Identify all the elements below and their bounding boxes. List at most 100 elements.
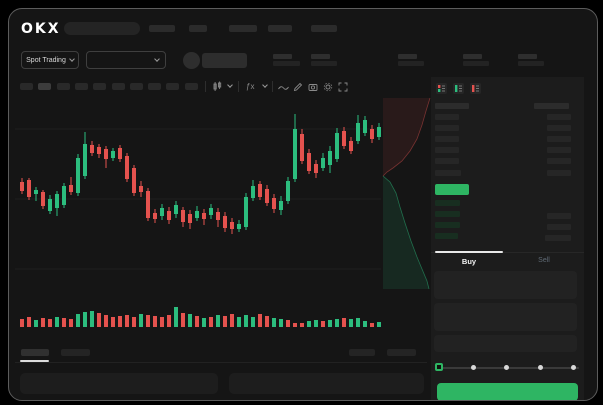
ask-price[interactable]	[435, 125, 459, 131]
tab-sell[interactable]: Sell	[538, 257, 550, 264]
bid-price[interactable]	[435, 200, 460, 206]
bid-price[interactable]	[435, 211, 460, 217]
timeframe-button[interactable]	[130, 83, 143, 90]
ask-price[interactable]	[435, 170, 461, 176]
orders-list-placeholder[interactable]	[229, 373, 424, 394]
candle-body	[251, 186, 255, 198]
timeframe-button[interactable]	[148, 83, 161, 90]
candle-body	[69, 185, 73, 192]
slider-step-dot[interactable]	[471, 365, 476, 370]
orders-list-placeholder[interactable]	[20, 373, 218, 394]
volume-bar	[216, 315, 220, 327]
candle-body	[104, 149, 108, 159]
ask-price[interactable]	[435, 147, 459, 153]
volume-bar	[90, 311, 94, 327]
slider-step-dot[interactable]	[538, 365, 543, 370]
nav-item-placeholder[interactable]	[229, 25, 257, 32]
ask-price[interactable]	[435, 158, 459, 164]
bottom-action-placeholder[interactable]	[387, 349, 416, 356]
timeframe-button[interactable]	[93, 83, 106, 90]
timeframe-button[interactable]	[75, 83, 88, 90]
pair-name-placeholder[interactable]	[202, 53, 247, 68]
nav-item-placeholder[interactable]	[189, 25, 207, 32]
buy-button[interactable]	[437, 383, 578, 400]
volume-bar	[321, 321, 325, 327]
candle-body	[321, 158, 325, 168]
total-input[interactable]	[434, 335, 577, 352]
ask-size[interactable]	[547, 125, 571, 131]
ask-size[interactable]	[547, 147, 571, 153]
ask-size[interactable]	[547, 114, 571, 120]
candlestick-chart[interactable]	[8, 8, 598, 401]
volume-bar	[83, 312, 87, 327]
candle-body	[125, 156, 129, 179]
nav-item-placeholder[interactable]	[149, 25, 175, 32]
price-input[interactable]	[434, 271, 577, 299]
bottom-tab[interactable]	[61, 349, 90, 356]
orderbook-header-size[interactable]	[534, 103, 569, 109]
draw-pencil-icon[interactable]	[293, 82, 303, 92]
ask-price[interactable]	[435, 114, 459, 120]
okx-logo[interactable]: OKX	[21, 21, 61, 37]
ticker-stat-label	[518, 54, 537, 59]
bid-size[interactable]	[545, 235, 571, 241]
ask-size[interactable]	[547, 170, 571, 176]
candle-style-icon[interactable]	[212, 81, 223, 92]
volume-bar	[356, 318, 360, 327]
volume-bar	[76, 314, 80, 327]
settings-gear-icon[interactable]	[323, 82, 333, 92]
volume-bar	[293, 323, 297, 327]
bid-price[interactable]	[435, 233, 458, 239]
nav-item-placeholder[interactable]	[268, 25, 292, 32]
volume-bar	[335, 319, 339, 327]
bottom-action-placeholder[interactable]	[349, 349, 375, 356]
candle-body	[55, 194, 59, 208]
ask-price[interactable]	[435, 136, 459, 142]
timeframe-button-active[interactable]	[38, 83, 51, 90]
fullscreen-expand-icon[interactable]	[338, 82, 348, 92]
search-input[interactable]	[64, 22, 140, 35]
tab-buy[interactable]: Buy	[461, 257, 477, 266]
bid-price[interactable]	[435, 222, 460, 228]
timeframe-button[interactable]	[185, 83, 198, 90]
book-layout-asks-icon[interactable]	[470, 83, 481, 94]
timeframe-button[interactable]	[20, 83, 33, 90]
slider-step-dot[interactable]	[504, 365, 509, 370]
volume-bar	[314, 320, 318, 327]
ask-size[interactable]	[547, 136, 571, 142]
bid-size[interactable]	[547, 224, 571, 230]
volume-bar	[286, 320, 290, 327]
camera-screenshot-icon[interactable]	[308, 82, 318, 92]
bid-size[interactable]	[547, 213, 571, 219]
nav-item-placeholder[interactable]	[311, 25, 337, 32]
candle-body	[230, 222, 234, 229]
candle-body	[160, 208, 164, 216]
volume-bar	[181, 313, 185, 327]
volume-bar	[195, 316, 199, 327]
timeframe-button[interactable]	[112, 83, 125, 90]
orderbook-header-price[interactable]	[435, 103, 469, 109]
slider-handle[interactable]	[435, 363, 443, 371]
candle-body	[97, 147, 101, 154]
buy-tab-underline	[435, 251, 503, 253]
ticker-stat-value	[398, 61, 424, 66]
line-chart-icon[interactable]	[278, 84, 289, 92]
candle-body	[153, 213, 157, 219]
bottom-tab-underline	[20, 360, 49, 362]
pair-dropdown[interactable]	[86, 51, 166, 69]
timeframe-button[interactable]	[57, 83, 70, 90]
spot-trading-dropdown[interactable]: Spot Trading	[21, 51, 79, 69]
last-price-indicator[interactable]	[435, 184, 469, 195]
amount-slider[interactable]	[439, 367, 579, 369]
timeframe-button[interactable]	[166, 83, 179, 90]
candle-body	[118, 148, 122, 159]
indicators-icon[interactable]: ƒx	[246, 82, 255, 91]
ask-size[interactable]	[547, 158, 571, 164]
coin-avatar	[183, 52, 200, 69]
book-layout-combined-icon[interactable]	[436, 83, 447, 94]
book-layout-bids-icon[interactable]	[453, 83, 464, 94]
amount-input[interactable]	[434, 303, 577, 331]
slider-step-dot[interactable]	[571, 365, 576, 370]
bottom-tab-active[interactable]	[21, 349, 49, 356]
depth-bid-line	[382, 175, 430, 290]
